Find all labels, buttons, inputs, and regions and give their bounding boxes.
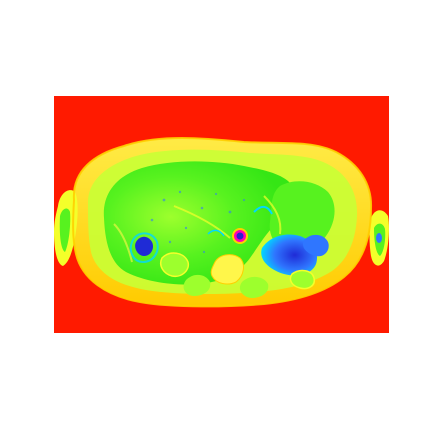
fat-streak-3 [113, 223, 133, 263]
mri-scan-image [54, 96, 389, 333]
vertebral-body [210, 254, 244, 285]
skin-edge [72, 137, 373, 308]
right-arm-vessel [376, 233, 382, 243]
mri-scan-panel [54, 96, 389, 333]
liver-vessel-cluster [135, 236, 154, 256]
fat-streak-1 [173, 205, 231, 239]
right-kidney [160, 252, 190, 278]
left-kidney [289, 269, 316, 290]
liver-vessel-halo [129, 232, 159, 264]
bowel-loop [302, 234, 329, 257]
fat-streak-2 [263, 195, 282, 235]
small-vessel [207, 229, 225, 237]
liver-texture [150, 190, 246, 254]
paraspinal-muscle-left [183, 274, 211, 296]
portal-vessel-highlights [253, 206, 273, 215]
left-arm-core [59, 208, 71, 252]
liver [103, 161, 297, 285]
aorta-lumen [236, 232, 244, 240]
paraspinal-muscle-right [239, 276, 269, 298]
